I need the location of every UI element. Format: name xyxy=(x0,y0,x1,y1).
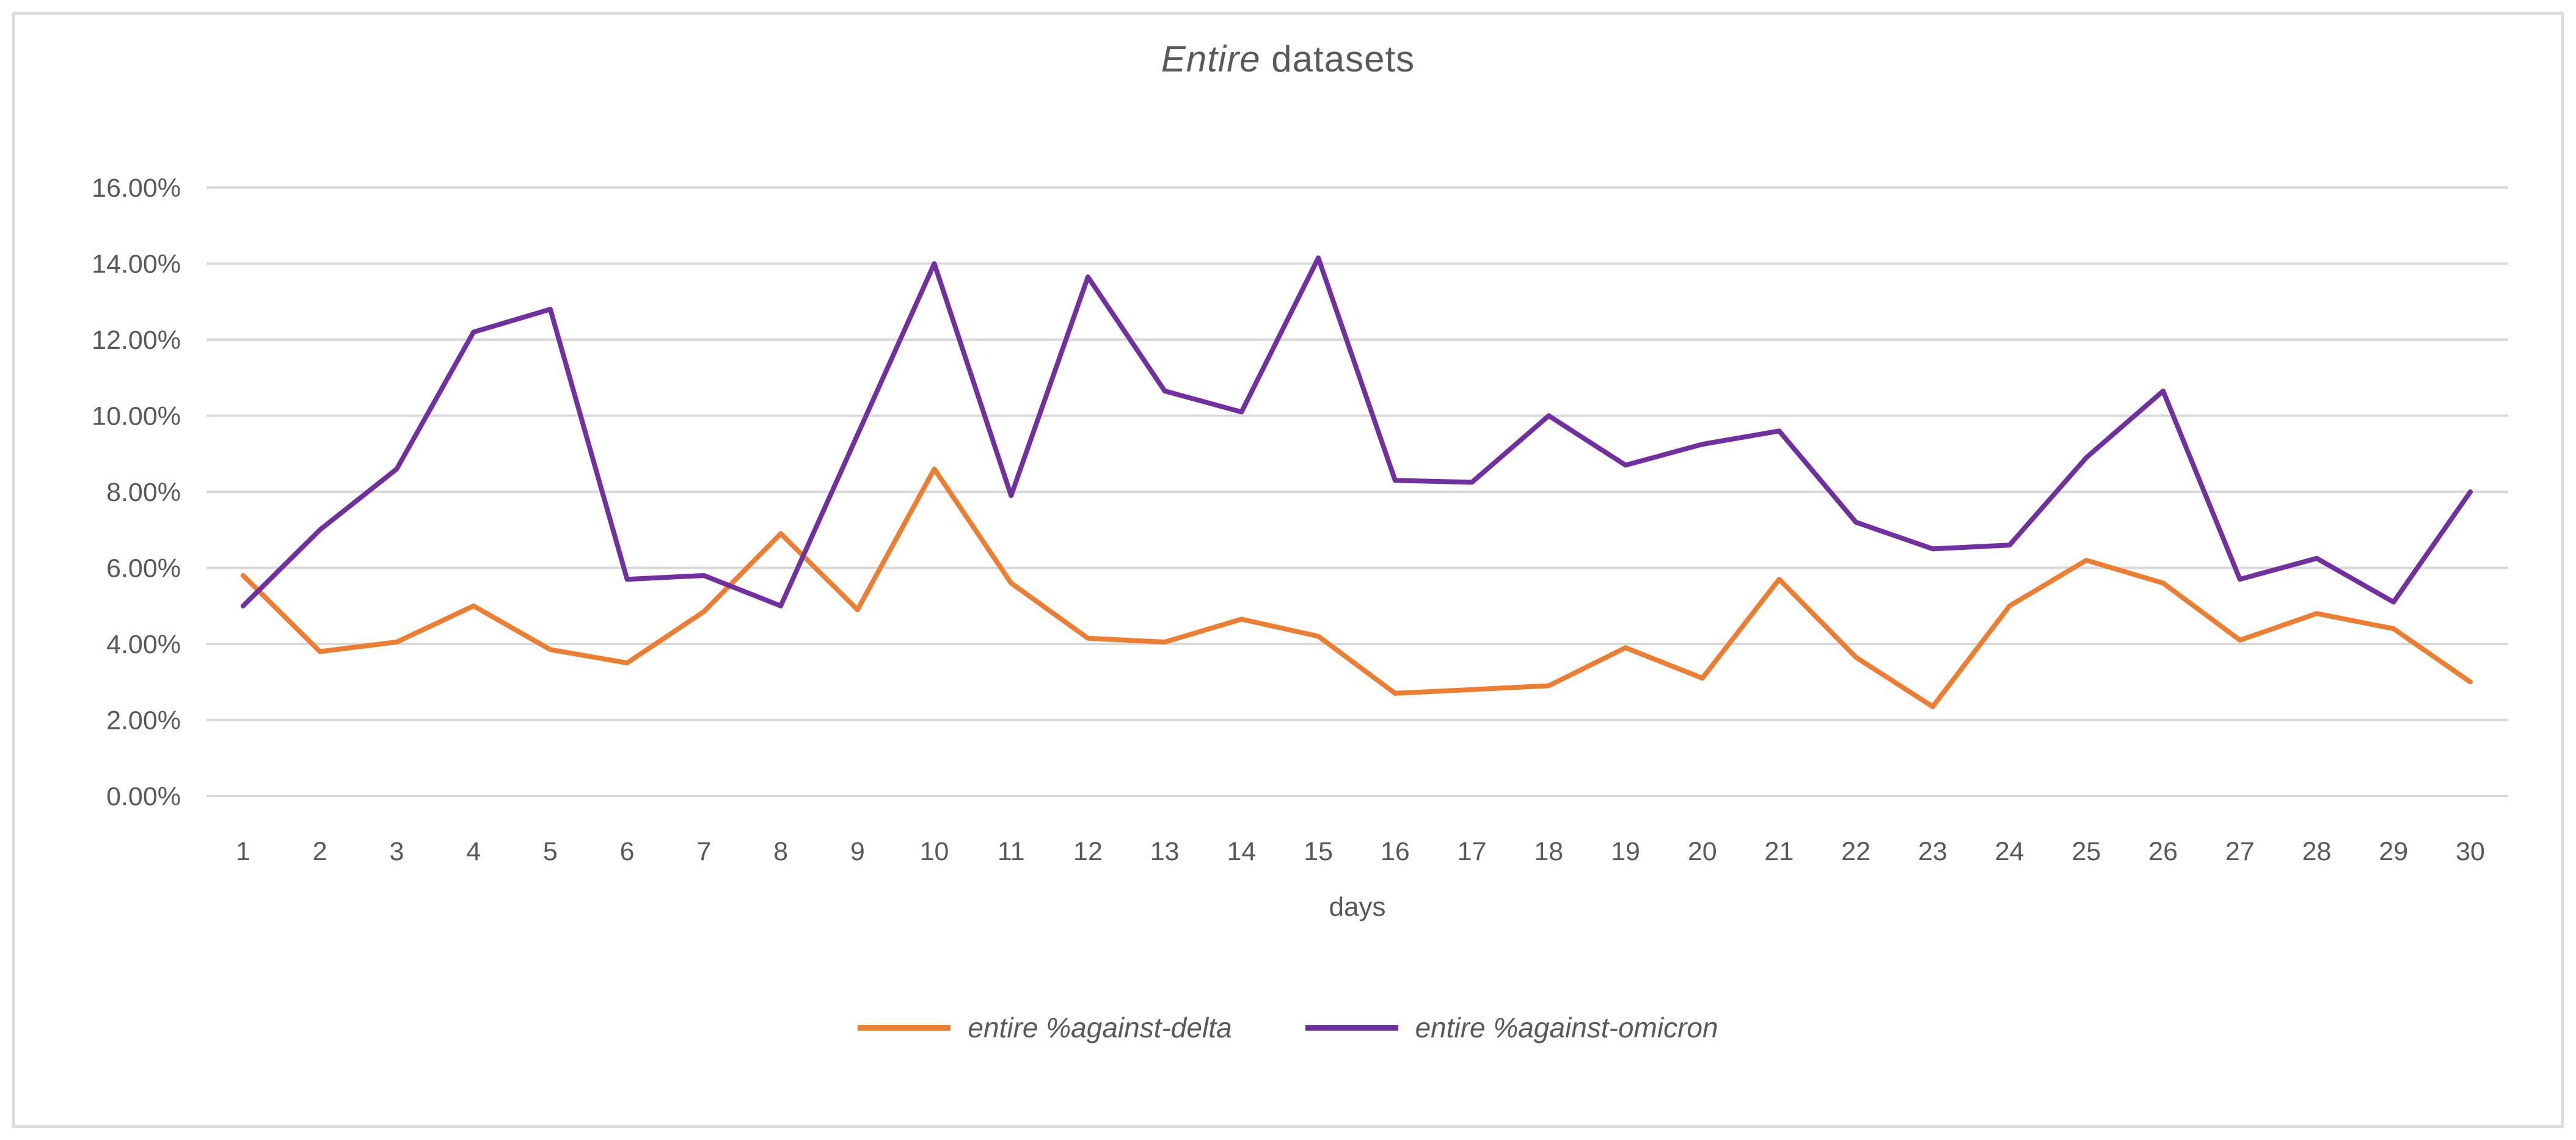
chart-title: Entire datasets xyxy=(0,38,2576,80)
x-tick-label: 7 xyxy=(696,837,711,866)
x-tick-label: 22 xyxy=(1841,837,1870,866)
legend-item-omicron: entire %against-omicron xyxy=(1305,1011,1718,1044)
x-tick-label: 20 xyxy=(1688,837,1717,866)
legend-label-omicron: entire %against-omicron xyxy=(1415,1012,1718,1043)
x-tick-label: 16 xyxy=(1381,837,1410,866)
chart-title-regular: datasets xyxy=(1260,38,1415,79)
chart-border xyxy=(12,12,2564,1128)
y-tick-label: 8.00% xyxy=(106,478,181,507)
y-tick-label: 14.00% xyxy=(92,250,181,279)
x-tick-label: 26 xyxy=(2148,837,2178,866)
x-tick-label: 18 xyxy=(1534,837,1563,866)
series-line-omicron xyxy=(241,255,2473,608)
x-tick-label: 14 xyxy=(1227,837,1256,866)
omicron-line-swatch xyxy=(1305,1025,1398,1031)
x-tick-label: 25 xyxy=(2071,837,2101,866)
x-tick-label: 5 xyxy=(543,837,558,866)
x-tick-label: 9 xyxy=(850,837,865,866)
x-tick-label: 27 xyxy=(2225,837,2255,866)
x-axis-title: days xyxy=(1329,892,1386,922)
x-tick-label: 19 xyxy=(1611,837,1640,866)
x-tick-label: 30 xyxy=(2456,837,2485,866)
x-tick-label: 28 xyxy=(2302,837,2332,866)
x-tick-label: 15 xyxy=(1304,837,1333,866)
chart-title-italic: Entire xyxy=(1161,38,1261,79)
legend: entire %against-delta entire %against-om… xyxy=(0,1011,2576,1044)
y-tick-label: 0.00% xyxy=(106,782,181,811)
x-tick-label: 11 xyxy=(998,837,1025,866)
y-tick-label: 2.00% xyxy=(106,706,181,736)
x-tick-label: 29 xyxy=(2379,837,2408,866)
x-tick-label: 4 xyxy=(466,837,481,866)
y-tick-label: 4.00% xyxy=(106,630,181,659)
x-tick-label: 8 xyxy=(773,837,788,866)
series-line-delta xyxy=(241,466,2473,709)
x-tick-label: 6 xyxy=(620,837,635,866)
x-tick-label: 10 xyxy=(920,837,949,866)
x-tick-label: 2 xyxy=(313,837,327,866)
x-tick-label: 21 xyxy=(1765,837,1794,866)
y-tick-label: 10.00% xyxy=(92,402,181,431)
legend-label-delta: entire %against-delta xyxy=(968,1012,1232,1043)
legend-item-delta: entire %against-delta xyxy=(858,1011,1232,1044)
x-tick-label: 3 xyxy=(389,837,404,866)
x-tick-label: 1 xyxy=(236,837,250,866)
y-tick-label: 6.00% xyxy=(106,554,181,583)
y-tick-label: 16.00% xyxy=(92,174,181,203)
x-tick-label: 23 xyxy=(1918,837,1947,866)
x-tick-label: 12 xyxy=(1073,837,1103,866)
delta-line-swatch xyxy=(858,1025,951,1031)
y-tick-label: 12.00% xyxy=(92,326,181,355)
x-tick-label: 13 xyxy=(1150,837,1180,866)
x-tick-label: 17 xyxy=(1458,837,1487,866)
x-tick-label: 24 xyxy=(1995,837,2024,866)
